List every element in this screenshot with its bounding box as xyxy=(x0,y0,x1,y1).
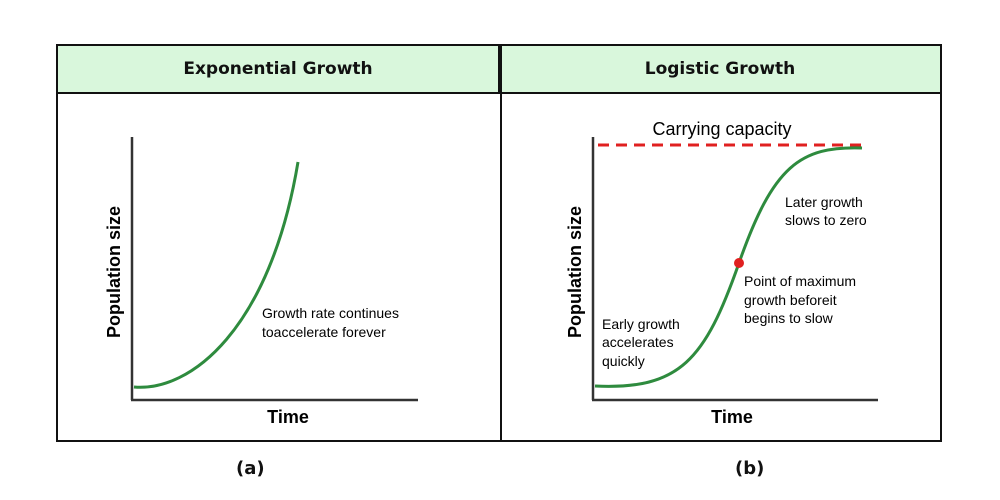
exp-annotation-line1: Growth rate continues xyxy=(262,305,399,321)
max-growth-point xyxy=(734,258,744,268)
log-xlabel: Time xyxy=(711,407,753,427)
early-growth-line3: quickly xyxy=(602,353,645,369)
logistic-curve xyxy=(594,146,863,388)
exp-annotation-line2: toaccelerate forever xyxy=(262,324,386,340)
exp-xlabel: Time xyxy=(267,407,309,427)
logistic-header: Logistic Growth xyxy=(500,46,940,94)
exponential-header: Exponential Growth xyxy=(58,46,500,94)
caption-b: (b) xyxy=(735,458,765,479)
max-growth-line3: begins to slow xyxy=(744,310,834,326)
log-ylabel: Population size xyxy=(565,206,585,338)
max-growth-line2: growth beforeit xyxy=(744,292,837,308)
carrying-capacity-label: Carrying capacity xyxy=(652,119,791,139)
caption-a: (a) xyxy=(236,458,265,479)
diagram-frame: Exponential Growth Logistic Growth xyxy=(56,44,942,442)
exp-ylabel: Population size xyxy=(104,206,124,338)
later-growth-line1: Later growth xyxy=(785,194,863,210)
panel-divider xyxy=(500,46,502,440)
early-growth-line2: accelerates xyxy=(602,334,674,350)
max-growth-line1: Point of maximum xyxy=(744,273,856,289)
later-growth-line2: slows to zero xyxy=(785,212,867,228)
exponential-curve xyxy=(133,161,300,389)
early-growth-line1: Early growth xyxy=(602,316,680,332)
